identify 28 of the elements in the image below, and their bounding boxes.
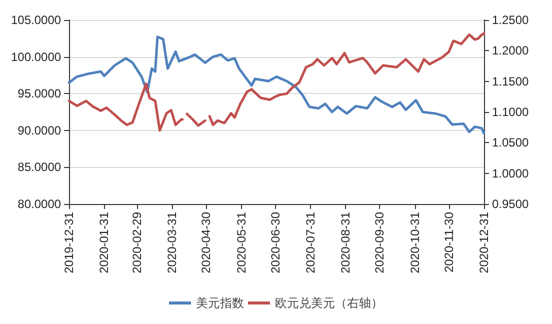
y2-tick-label: 1.0000 [492,166,530,180]
y2-tick-label: 1.1000 [492,105,530,119]
x-tick-label: 2020-12-31 [477,212,491,274]
y2-tick-label: 1.1500 [492,74,530,88]
x-tick-label: 2020-01-31 [97,212,112,274]
y2-tick-label: 1.0500 [492,136,530,150]
y-tick-label: 95.0000 [18,86,62,101]
x-tick-label: 2020-08-31 [338,212,353,274]
y-tick-label: 100.0000 [10,50,62,64]
y-tick-label: 80.0000 [18,197,62,211]
x-tick-label: 2020-04-30 [199,212,214,274]
x-tick-label: 2020-06-30 [268,212,282,274]
y-tick-label: 90.0000 [18,123,62,138]
y-tick-label: 85.0000 [18,160,62,174]
x-tick-label: 2020-09-30 [372,212,387,274]
legend-label: 美元指数 [196,296,244,310]
x-tick-label: 2020-03-31 [165,212,180,274]
y-tick-label: 105.0000 [10,13,62,27]
x-tick-label: 2019-12-31 [62,212,76,274]
x-tick-label: 2020-07-31 [304,212,318,274]
y2-tick-label: 1.2000 [492,44,530,58]
x-tick-label: 2020-10-31 [408,212,422,274]
x-tick-label: 2020-02-29 [130,212,144,274]
y2-tick-label: 0.9500 [492,197,530,211]
x-tick-label: 2020-11-30 [442,212,456,272]
y2-tick-label: 1.2500 [492,13,530,27]
x-tick-label: 2020-05-31 [234,212,248,274]
legend-label: 欧元兑美元（右轴） [275,296,383,310]
